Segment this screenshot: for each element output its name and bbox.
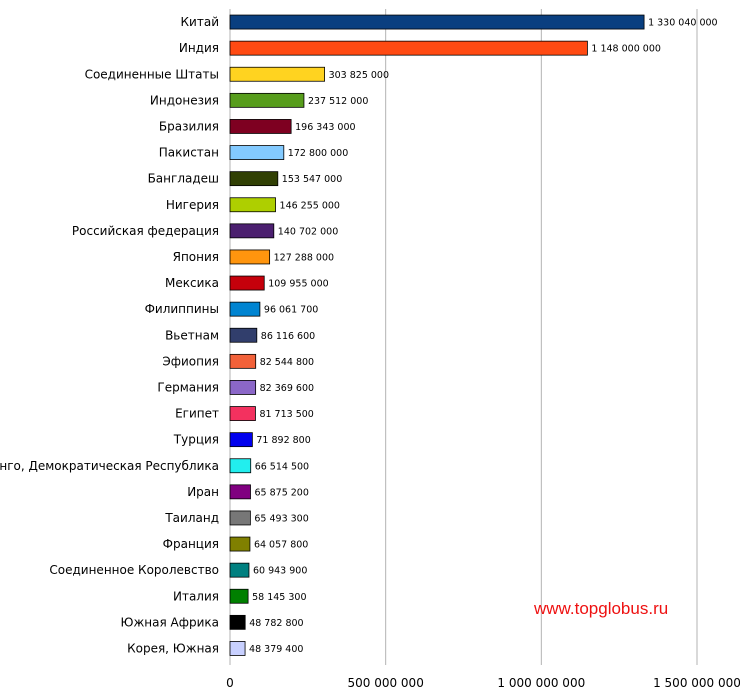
bar <box>229 510 251 526</box>
bar <box>229 14 645 30</box>
category-label: Филиппины <box>145 302 219 316</box>
value-label: 303 825 000 <box>329 70 389 81</box>
bar <box>229 66 325 82</box>
bar <box>229 119 292 134</box>
category-label: Япония <box>173 250 219 264</box>
value-label: 48 782 800 <box>249 618 303 629</box>
value-label: 237 512 000 <box>308 96 368 107</box>
category-label: Италия <box>173 589 219 603</box>
x-axis-ticks: 0 500 000 000 1 000 000 000 1 500 000 000 <box>226 676 740 690</box>
bar <box>229 458 252 474</box>
value-label: 66 514 500 <box>255 461 309 472</box>
bar <box>229 484 251 500</box>
bar <box>229 40 588 56</box>
x-tick-label: 500 000 000 <box>347 676 423 690</box>
category-label: Соединенное Королевство <box>49 563 219 577</box>
value-label: 65 493 300 <box>254 513 308 524</box>
labels: Китай 1 330 040 000 Индия 1 148 000 000 Соед… <box>0 15 718 655</box>
bar <box>229 275 265 291</box>
bar <box>229 223 275 239</box>
category-label: Корея, Южная <box>127 641 219 655</box>
value-label: 146 255 000 <box>280 200 340 211</box>
category-label: Бразилия <box>159 119 219 133</box>
category-label: Индия <box>179 41 219 55</box>
bar <box>229 614 246 630</box>
value-label: 86 116 600 <box>261 331 315 342</box>
category-label: Южная Африка <box>121 615 219 629</box>
bar <box>229 92 305 108</box>
value-label: 153 547 000 <box>282 174 342 185</box>
category-label: Таиланд <box>164 511 219 525</box>
bar <box>229 536 251 552</box>
bar <box>229 249 271 265</box>
category-label: Конго, Демократическая Республика <box>0 459 219 473</box>
bar <box>229 327 258 343</box>
category-label: Иран <box>187 485 219 499</box>
category-label: Вьетнам <box>165 328 219 342</box>
category-label: Китай <box>181 15 219 29</box>
x-tick-label: 0 <box>226 676 234 690</box>
value-label: 109 955 000 <box>268 279 328 290</box>
value-label: 71 892 800 <box>256 435 310 446</box>
value-label: 65 875 200 <box>255 487 309 498</box>
category-label: Мексика <box>165 276 219 290</box>
watermark-text: www.topglobus.ru <box>534 599 669 618</box>
x-tick-label: 1 000 000 000 <box>497 676 585 690</box>
bar <box>229 641 246 656</box>
value-label: 82 369 600 <box>260 383 314 394</box>
value-label: 81 713 500 <box>259 409 313 420</box>
bar <box>229 380 257 395</box>
value-label: 140 702 000 <box>278 226 338 237</box>
value-label: 1 148 000 000 <box>591 44 661 55</box>
value-label: 82 544 800 <box>260 357 314 368</box>
value-label: 96 061 700 <box>264 305 318 316</box>
category-label: Франция <box>163 537 219 551</box>
category-label: Российская федерация <box>72 224 219 238</box>
bar <box>229 145 285 160</box>
value-label: 127 288 000 <box>274 252 334 263</box>
bar <box>229 301 261 317</box>
value-label: 1 330 040 000 <box>648 18 718 29</box>
bar <box>229 406 256 421</box>
bar <box>229 588 249 604</box>
category-label: Египет <box>175 407 219 421</box>
category-label: Бангладеш <box>148 172 219 186</box>
value-label: 64 057 800 <box>254 540 308 551</box>
value-label: 172 800 000 <box>288 148 348 159</box>
bar <box>229 171 279 187</box>
value-label: 60 943 900 <box>253 566 307 577</box>
bars <box>229 14 645 656</box>
category-label: Пакистан <box>159 146 219 160</box>
x-tick-label: 1 500 000 000 <box>653 676 740 690</box>
category-label: Индонезия <box>150 93 219 107</box>
value-label: 48 379 400 <box>249 644 303 655</box>
category-label: Соединенные Штаты <box>85 67 219 81</box>
value-label: 196 343 000 <box>295 122 355 133</box>
category-label: Нигерия <box>166 198 219 212</box>
category-label: Германия <box>157 380 219 394</box>
bar <box>229 562 250 578</box>
category-label: Турция <box>173 433 219 447</box>
bar <box>229 432 253 448</box>
value-label: 58 145 300 <box>252 592 306 603</box>
category-label: Эфиопия <box>162 354 219 368</box>
bar <box>229 353 257 369</box>
bar <box>229 197 276 213</box>
